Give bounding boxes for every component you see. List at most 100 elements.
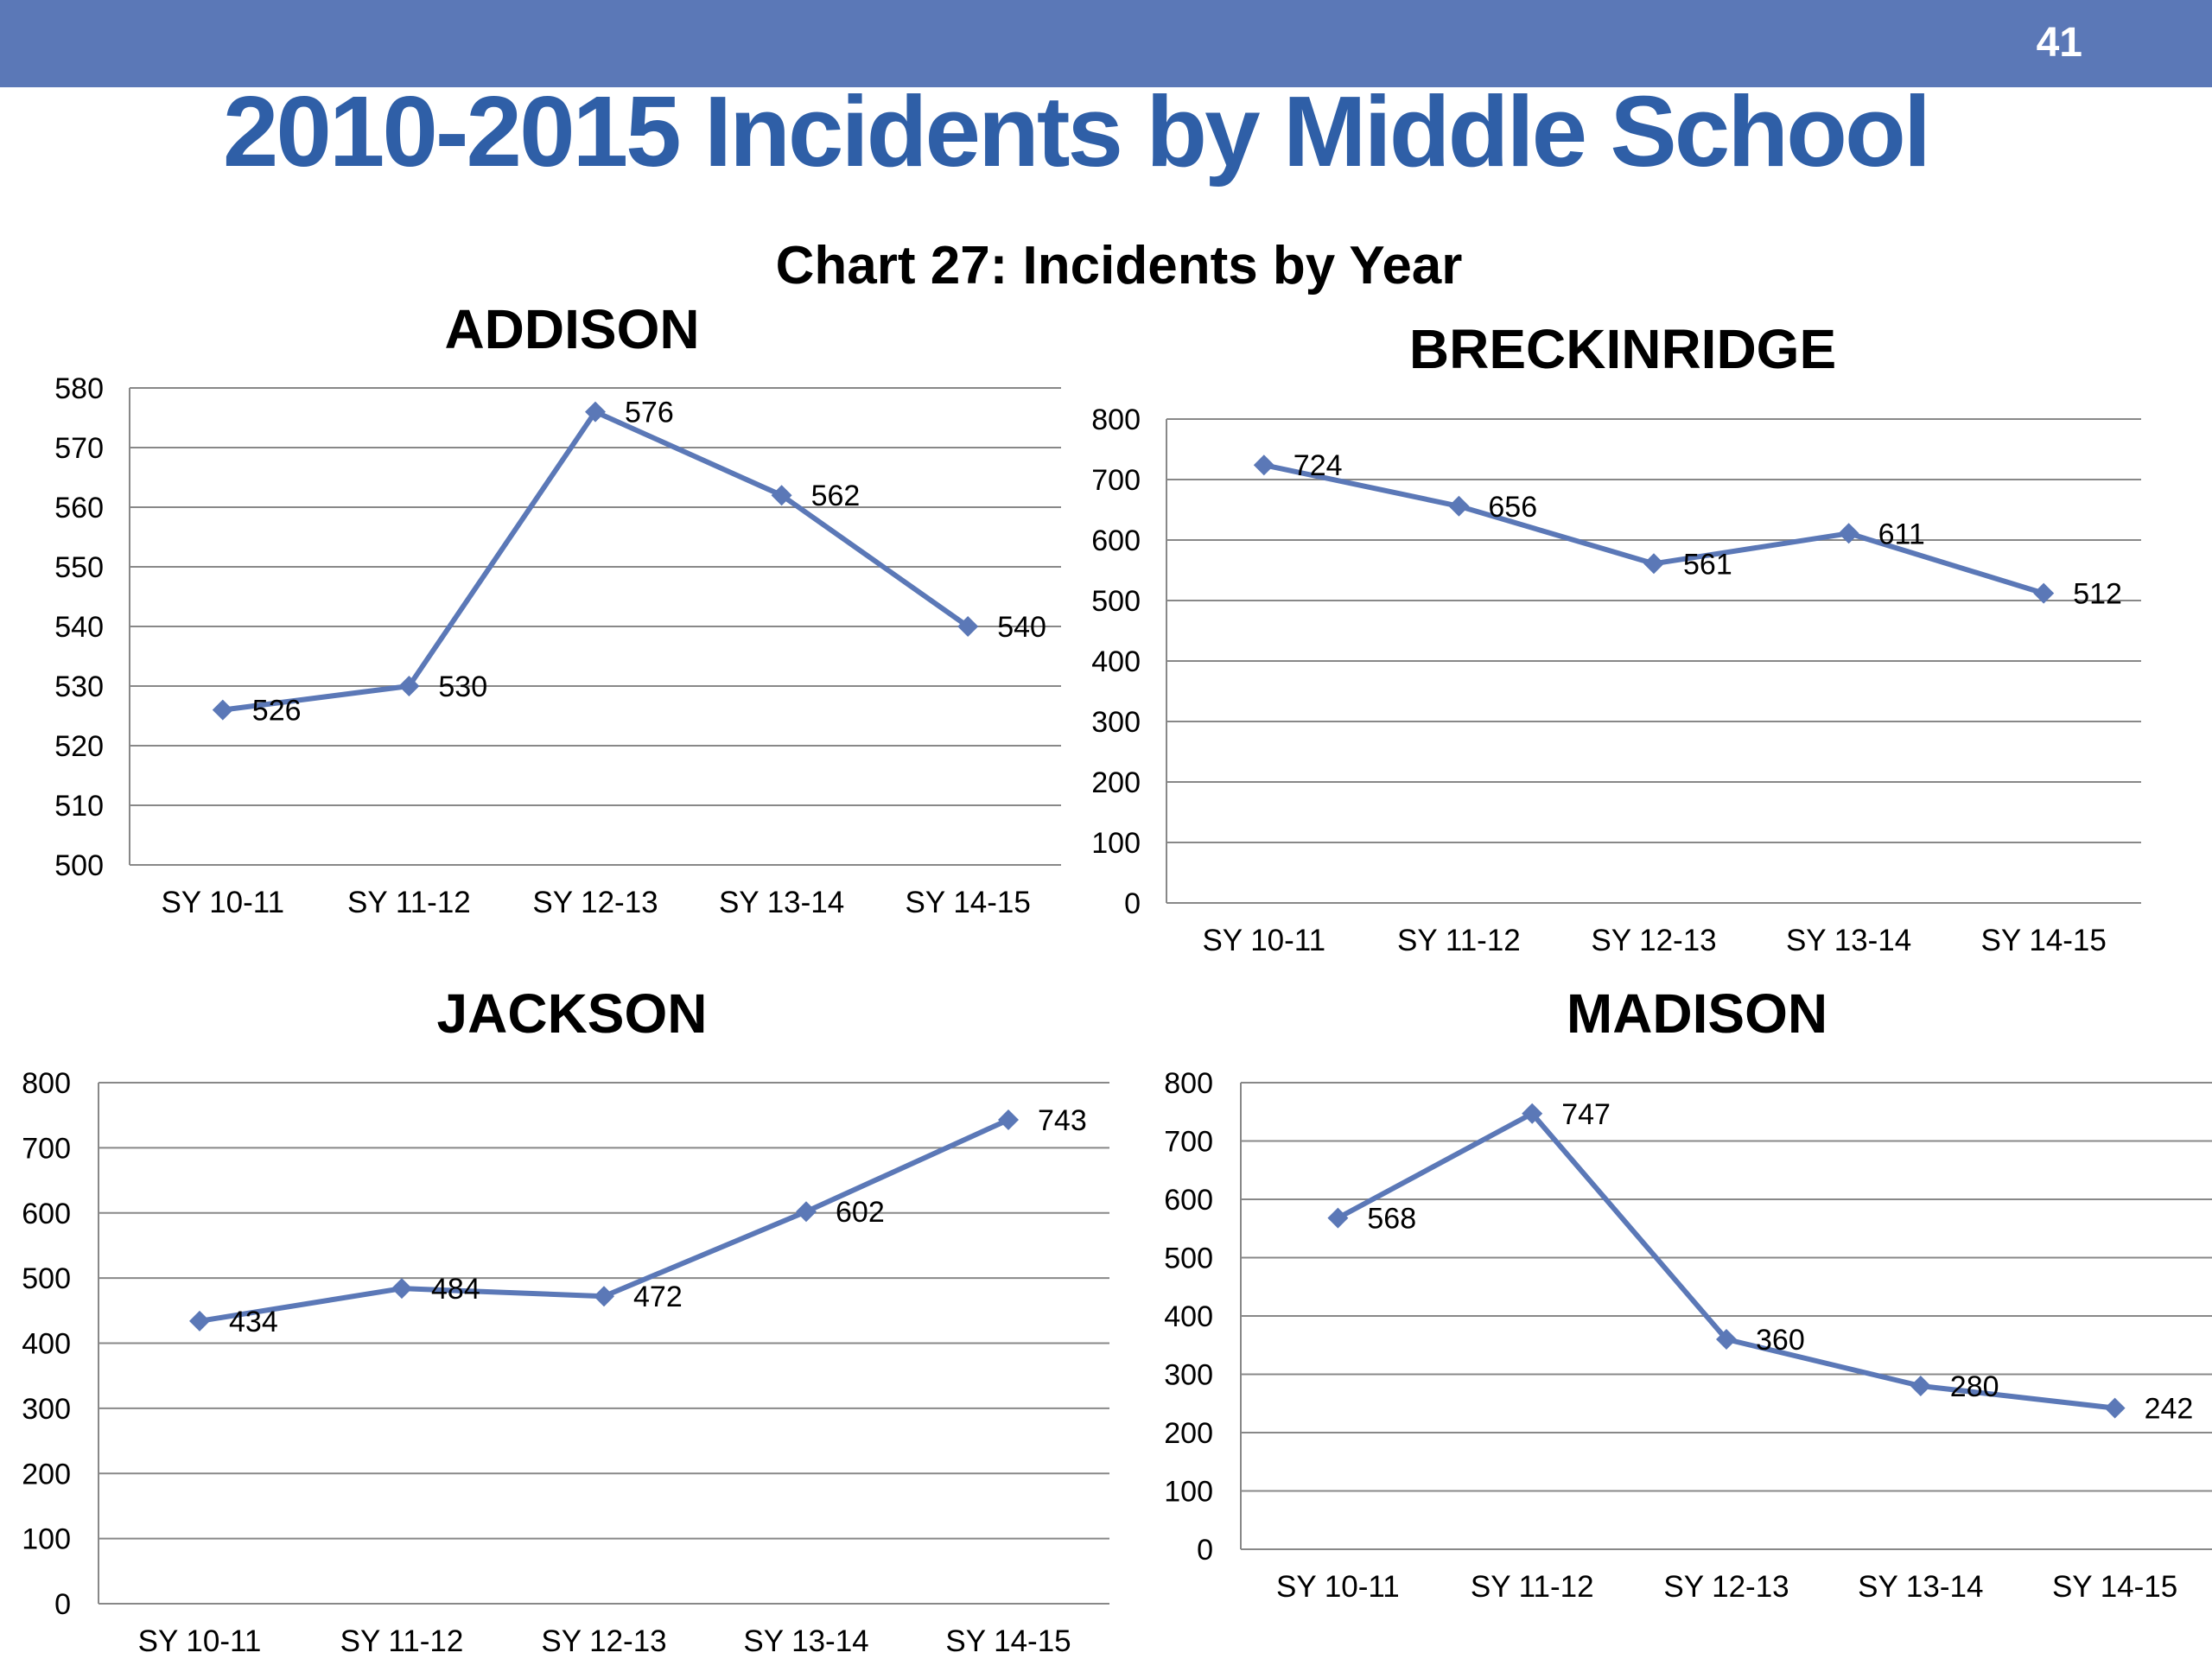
data-point-marker xyxy=(594,1286,614,1307)
data-point-marker xyxy=(1838,523,1859,544)
y-tick-label: 100 xyxy=(1164,1476,1213,1509)
data-label: 747 xyxy=(1561,1098,1611,1131)
top-accent-bar: 41 xyxy=(0,0,2212,87)
data-label: 484 xyxy=(431,1273,480,1306)
y-tick-label: 300 xyxy=(1164,1359,1213,1392)
y-tick-label: 400 xyxy=(1164,1300,1213,1333)
chart-panel-addison: ADDISON 500 510 520 530 540 550 560 570 580 SY 10-… xyxy=(54,298,1061,919)
y-tick-label: 500 xyxy=(54,849,104,882)
chart-panel-madison: MADISON 0 100 200 300 400 500 600 700 800 SY 10-11… xyxy=(1164,982,2212,1604)
chart-title: ADDISON xyxy=(444,298,699,360)
data-label: 576 xyxy=(625,397,674,429)
chart-title: BRECKINRIDGE xyxy=(1409,318,1836,380)
x-category-label: SY 12-13 xyxy=(1591,924,1716,957)
x-category-label: SY 11-12 xyxy=(1397,924,1521,957)
data-point-marker xyxy=(957,616,979,637)
data-label: 512 xyxy=(2073,578,2122,611)
data-point-marker xyxy=(2033,582,2055,604)
y-tick-label: 100 xyxy=(22,1523,71,1556)
x-category-label: SY 14-15 xyxy=(906,886,1031,919)
data-label: 602 xyxy=(836,1196,885,1229)
chart-title: MADISON xyxy=(1567,982,1827,1045)
y-tick-label: 570 xyxy=(54,432,104,465)
data-label: 434 xyxy=(229,1306,278,1338)
y-tick-label: 800 xyxy=(1164,1067,1213,1100)
x-category-label: SY 13-14 xyxy=(719,886,844,919)
data-point-marker xyxy=(1327,1207,1349,1229)
y-tick-label: 800 xyxy=(22,1067,71,1100)
data-point-marker xyxy=(189,1310,210,1332)
data-point-marker xyxy=(1522,1103,1543,1124)
chart-heading: Chart 27: Incidents by Year xyxy=(775,236,1463,296)
x-category-label: SY 13-14 xyxy=(743,1624,868,1658)
data-point-marker xyxy=(391,1278,412,1300)
data-label: 530 xyxy=(438,671,487,703)
x-category-label: SY 12-13 xyxy=(541,1624,666,1658)
x-category-label: SY 11-12 xyxy=(1471,1570,1594,1604)
data-point-marker xyxy=(585,401,606,423)
y-tick-label: 530 xyxy=(54,671,104,703)
y-tick-label: 800 xyxy=(1091,404,1141,436)
x-category-label: SY 10-11 xyxy=(1202,924,1325,957)
x-category-label: SY 12-13 xyxy=(532,886,658,919)
series-line xyxy=(222,409,969,713)
y-tick-label: 700 xyxy=(22,1132,71,1165)
y-tick-label: 550 xyxy=(54,551,104,584)
data-label: 561 xyxy=(1683,548,1732,581)
slide-number: 41 xyxy=(2036,20,2082,66)
y-tick-label: 700 xyxy=(1164,1126,1213,1159)
x-category-label: SY 11-12 xyxy=(340,1624,464,1658)
data-label: 724 xyxy=(1294,449,1343,482)
y-tick-label: 200 xyxy=(1091,766,1141,799)
x-category-label: SY 10-11 xyxy=(161,886,284,919)
data-point-marker xyxy=(998,1109,1019,1130)
y-tick-label: 300 xyxy=(22,1393,71,1426)
data-point-marker xyxy=(1643,553,1664,575)
data-point-marker xyxy=(796,1201,817,1223)
x-category-label: SY 13-14 xyxy=(1858,1570,1983,1604)
slide-title: 2010-2015 Incidents by Middle School xyxy=(222,75,1931,188)
x-category-label: SY 14-15 xyxy=(945,1624,1071,1658)
data-point-marker xyxy=(1253,454,1274,476)
y-tick-label: 600 xyxy=(22,1198,71,1230)
y-tick-label: 600 xyxy=(1091,524,1141,557)
x-category-label: SY 10-11 xyxy=(138,1624,262,1658)
x-category-label: SY 11-12 xyxy=(347,886,471,919)
y-tick-label: 560 xyxy=(54,492,104,524)
data-label: 562 xyxy=(811,480,861,512)
data-label: 656 xyxy=(1488,491,1537,524)
data-point-marker xyxy=(771,485,792,506)
y-tick-label: 0 xyxy=(54,1588,71,1621)
data-point-marker xyxy=(398,676,420,696)
y-tick-label: 510 xyxy=(54,790,104,823)
series-line xyxy=(1263,462,2045,596)
y-tick-label: 500 xyxy=(1091,585,1141,618)
y-tick-label: 500 xyxy=(22,1262,71,1295)
data-point-marker xyxy=(1910,1376,1931,1396)
y-tick-label: 300 xyxy=(1091,706,1141,739)
data-label: 242 xyxy=(2145,1393,2194,1426)
series-line xyxy=(1336,1110,2115,1411)
data-label: 360 xyxy=(1756,1324,1805,1357)
x-category-label: SY 14-15 xyxy=(2052,1570,2177,1604)
y-tick-label: 200 xyxy=(22,1458,71,1491)
y-tick-label: 600 xyxy=(1164,1184,1213,1217)
x-category-label: SY 14-15 xyxy=(1981,924,2107,957)
y-tick-label: 520 xyxy=(54,730,104,763)
y-tick-label: 500 xyxy=(1164,1243,1213,1275)
x-category-label: SY 13-14 xyxy=(1786,924,1911,957)
y-tick-label: 0 xyxy=(1124,887,1141,920)
data-label: 472 xyxy=(633,1281,683,1313)
chart-title: JACKSON xyxy=(437,982,708,1045)
chart-panel-jackson: JACKSON 0 100 200 300 400 500 600 700 800 SY 10-11… xyxy=(22,982,1109,1658)
data-label: 540 xyxy=(997,611,1046,644)
x-category-label: SY 10-11 xyxy=(1276,1570,1400,1604)
y-tick-label: 100 xyxy=(1091,827,1141,860)
y-tick-label: 580 xyxy=(54,372,104,405)
y-tick-label: 200 xyxy=(1164,1417,1213,1450)
y-tick-label: 540 xyxy=(54,611,104,644)
data-point-marker xyxy=(1716,1329,1737,1350)
data-point-marker xyxy=(2104,1397,2126,1419)
chart-panel-breckinridge: BRECKINRIDGE 0 100 200 300 400 500 600 700 800 SY … xyxy=(1091,318,2141,957)
